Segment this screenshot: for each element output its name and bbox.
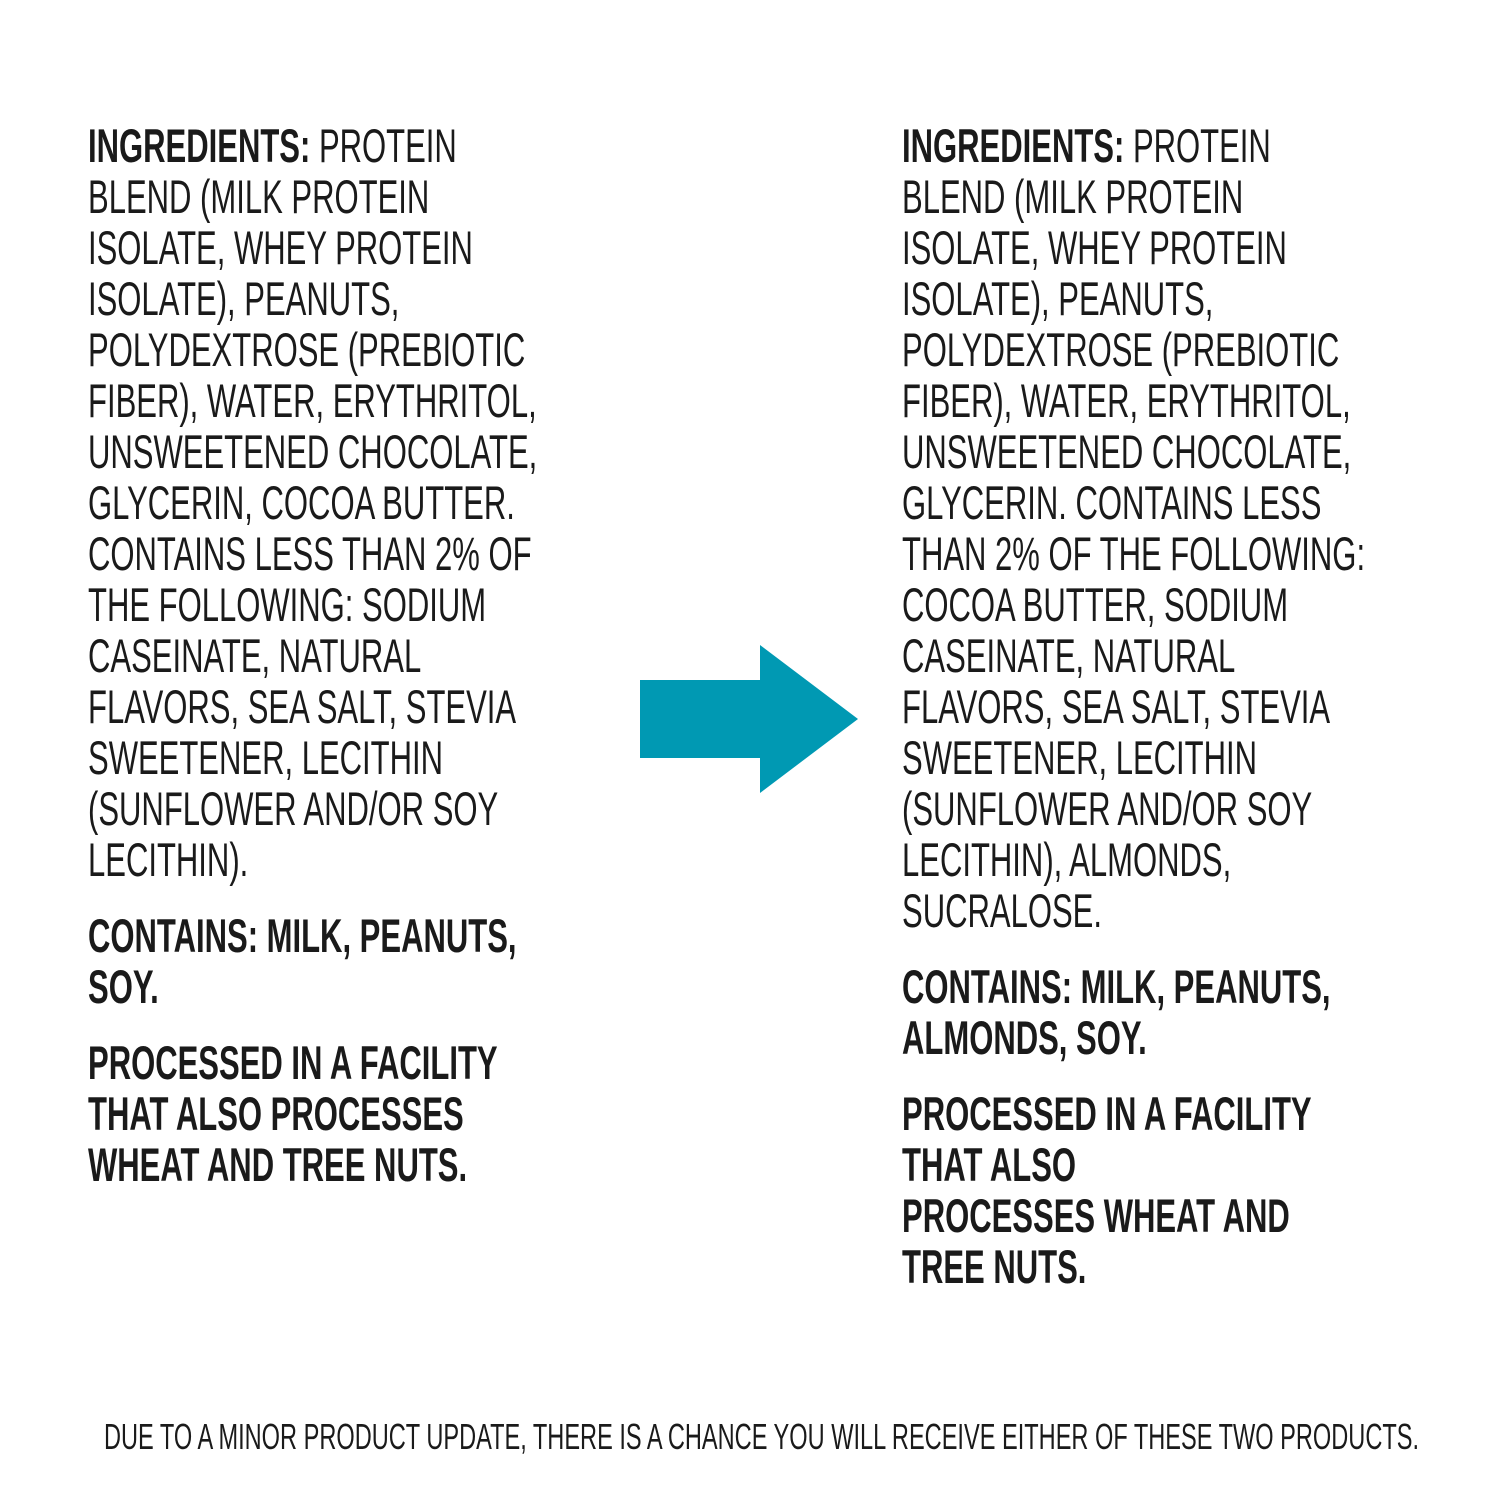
ingredients-line: ISOLATE), PEANUTS, bbox=[88, 273, 682, 324]
ingredients-text: POLYDEXTROSE (PREBIOTIC bbox=[902, 323, 1340, 376]
ingredients-line: INGREDIENTS: PROTEIN bbox=[88, 120, 682, 171]
arrow-right-icon bbox=[640, 645, 858, 793]
ingredients-line: COCOA BUTTER, SODIUM bbox=[902, 579, 1496, 630]
ingredients-text: UNSWEETENED CHOCOLATE, bbox=[902, 425, 1352, 478]
ingredients-line: POLYDEXTROSE (PREBIOTIC bbox=[902, 324, 1496, 375]
ingredients-text: ISOLATE), PEANUTS, bbox=[88, 272, 400, 325]
ingredients-text: FIBER), WATER, ERYTHRITOL, bbox=[902, 374, 1351, 427]
facility-line: THAT ALSO bbox=[902, 1138, 1077, 1191]
ingredients-text: ISOLATE), PEANUTS, bbox=[902, 272, 1214, 325]
ingredients-text: LECITHIN). bbox=[88, 833, 249, 886]
allergen-line: CONTAINS: MILK, PEANUTS, bbox=[902, 960, 1331, 1013]
ingredients-text: SUCRALOSE. bbox=[902, 884, 1102, 937]
ingredients-line: FIBER), WATER, ERYTHRITOL, bbox=[88, 375, 682, 426]
ingredients-text: PROTEIN bbox=[310, 119, 457, 172]
ingredients-line: SWEETENER, LECITHIN bbox=[902, 732, 1496, 783]
ingredients-line: THE FOLLOWING: SODIUM bbox=[88, 579, 682, 630]
ingredients-text: SWEETENER, LECITHIN bbox=[902, 731, 1258, 784]
ingredients-text: POLYDEXTROSE (PREBIOTIC bbox=[88, 323, 526, 376]
ingredients-line: BLEND (MILK PROTEIN bbox=[88, 171, 682, 222]
facility-line: PROCESSED IN A FACILITY bbox=[88, 1036, 498, 1089]
ingredients-line: (SUNFLOWER AND/OR SOY bbox=[88, 783, 682, 834]
ingredients-line: GLYCERIN. CONTAINS LESS bbox=[902, 477, 1496, 528]
ingredients-line: LECITHIN), ALMONDS, bbox=[902, 834, 1496, 885]
ingredients-text: SWEETENER, LECITHIN bbox=[88, 731, 444, 784]
ingredients-text: FLAVORS, SEA SALT, STEVIA bbox=[902, 680, 1331, 733]
ingredients-text: CASEINATE, NATURAL bbox=[88, 629, 422, 682]
spacer bbox=[88, 885, 988, 910]
ingredients-line: THAN 2% OF THE FOLLOWING: bbox=[902, 528, 1496, 579]
ingredients-text: PROTEIN bbox=[1124, 119, 1271, 172]
product-update-notice: DUE TO A MINOR PRODUCT UPDATE, THERE IS … bbox=[104, 1416, 1420, 1457]
spacer bbox=[902, 1063, 1500, 1088]
ingredients-text: GLYCERIN. CONTAINS LESS bbox=[902, 476, 1322, 529]
ingredients-text: COCOA BUTTER, SODIUM bbox=[902, 578, 1289, 631]
spacer bbox=[88, 1012, 988, 1037]
ingredients-text: THE FOLLOWING: SODIUM bbox=[88, 578, 487, 631]
ingredients-line: (SUNFLOWER AND/OR SOY bbox=[902, 783, 1496, 834]
ingredients-line: ISOLATE, WHEY PROTEIN bbox=[902, 222, 1496, 273]
facility-line: TREE NUTS. bbox=[902, 1240, 1087, 1293]
ingredients-line: FIBER), WATER, ERYTHRITOL, bbox=[902, 375, 1496, 426]
ingredients-text: UNSWEETENED CHOCOLATE, bbox=[88, 425, 538, 478]
ingredients-text: THAN 2% OF THE FOLLOWING: bbox=[902, 527, 1366, 580]
ingredients-line: GLYCERIN, COCOA BUTTER. bbox=[88, 477, 682, 528]
ingredients-line: ISOLATE), PEANUTS, bbox=[902, 273, 1496, 324]
allergen-line: CONTAINS: MILK, PEANUTS, bbox=[88, 909, 517, 962]
ingredients-line: LECITHIN). bbox=[88, 834, 682, 885]
facility-line: PROCESSED IN A FACILITY bbox=[902, 1087, 1312, 1140]
ingredients-line: UNSWEETENED CHOCOLATE, bbox=[902, 426, 1496, 477]
facility-line: WHEAT AND TREE NUTS. bbox=[88, 1138, 468, 1191]
facility-line: PROCESSES WHEAT AND bbox=[902, 1189, 1290, 1242]
allergen-line: ALMONDS, SOY. bbox=[902, 1011, 1147, 1064]
ingredients-line: FLAVORS, SEA SALT, STEVIA bbox=[902, 681, 1496, 732]
ingredients-text: LECITHIN), ALMONDS, bbox=[902, 833, 1232, 886]
ingredients-text: CONTAINS LESS THAN 2% OF bbox=[88, 527, 532, 580]
ingredients-text: ISOLATE, WHEY PROTEIN bbox=[902, 221, 1287, 274]
ingredients-line: FLAVORS, SEA SALT, STEVIA bbox=[88, 681, 682, 732]
ingredients-line: SWEETENER, LECITHIN bbox=[88, 732, 682, 783]
ingredients-label: INGREDIENTS: bbox=[88, 119, 311, 172]
ingredients-line: CASEINATE, NATURAL bbox=[902, 630, 1496, 681]
ingredients-text: ISOLATE, WHEY PROTEIN bbox=[88, 221, 473, 274]
ingredients-text: (SUNFLOWER AND/OR SOY bbox=[88, 782, 499, 835]
ingredients-text: BLEND (MILK PROTEIN bbox=[902, 170, 1244, 223]
ingredients-text: GLYCERIN, COCOA BUTTER. bbox=[88, 476, 515, 529]
ingredients-text: (SUNFLOWER AND/OR SOY bbox=[902, 782, 1313, 835]
old-ingredients-panel: INGREDIENTS: PROTEIN BLEND (MILK PROTEIN I… bbox=[88, 120, 988, 1190]
ingredients-line: ISOLATE, WHEY PROTEIN bbox=[88, 222, 682, 273]
allergen-line: SOY. bbox=[88, 960, 159, 1013]
ingredients-line: BLEND (MILK PROTEIN bbox=[902, 171, 1496, 222]
ingredients-text: CASEINATE, NATURAL bbox=[902, 629, 1236, 682]
ingredients-line: UNSWEETENED CHOCOLATE, bbox=[88, 426, 682, 477]
ingredients-line: CONTAINS LESS THAN 2% OF bbox=[88, 528, 682, 579]
ingredients-text: FIBER), WATER, ERYTHRITOL, bbox=[88, 374, 537, 427]
new-ingredients-panel: INGREDIENTS: PROTEIN BLEND (MILK PROTEIN I… bbox=[902, 120, 1500, 1292]
ingredients-text: BLEND (MILK PROTEIN bbox=[88, 170, 430, 223]
facility-line: THAT ALSO PROCESSES bbox=[88, 1087, 464, 1140]
ingredients-line: SUCRALOSE. bbox=[902, 885, 1496, 936]
ingredients-line: CASEINATE, NATURAL bbox=[88, 630, 682, 681]
ingredients-text: FLAVORS, SEA SALT, STEVIA bbox=[88, 680, 517, 733]
spacer bbox=[902, 936, 1500, 961]
ingredients-line: INGREDIENTS: PROTEIN bbox=[902, 120, 1496, 171]
ingredients-line: POLYDEXTROSE (PREBIOTIC bbox=[88, 324, 682, 375]
ingredients-label: INGREDIENTS: bbox=[902, 119, 1125, 172]
